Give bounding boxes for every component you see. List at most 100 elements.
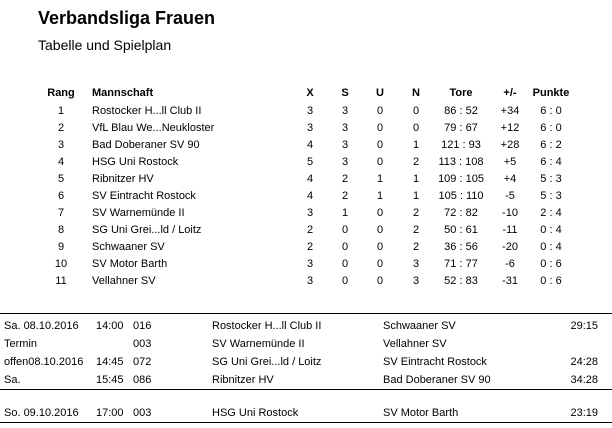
cell-punkte: 2 : 4 <box>540 207 562 219</box>
cell-rang: 7 <box>57 207 65 219</box>
cell-punkte: 0 : 4 <box>540 224 562 236</box>
cell-diff: +12 <box>500 122 520 134</box>
cell-team: SV Eintracht Rostock <box>92 190 196 202</box>
match-row: Sa. 15:45 086 Ribnitzer HV Bad Doberaner SV … <box>0 371 612 389</box>
cell-x: 4 <box>306 190 314 202</box>
cell-x: 2 <box>306 224 314 236</box>
match-away: SV Motor Barth <box>383 407 459 419</box>
cell-x: 3 <box>306 207 314 219</box>
cell-rang: 10 <box>54 258 68 270</box>
cell-u: 0 <box>376 224 384 236</box>
cell-team: SV Motor Barth <box>92 258 168 270</box>
cell-rang: 2 <box>57 122 65 134</box>
cell-n: 0 <box>412 122 420 134</box>
cell-u: 0 <box>376 105 384 117</box>
match-day: Termin <box>4 338 38 350</box>
divider-line <box>0 313 612 314</box>
match-no: 086 <box>133 374 152 386</box>
cell-s: 1 <box>341 207 349 219</box>
table-row: 6 SV Eintracht Rostock 4 2 1 1 105 : 110 -5 5 : … <box>0 188 612 205</box>
match-home: SG Uni Grei...ld / Loitz <box>212 356 322 368</box>
match-time: 14:00 <box>96 320 124 332</box>
cell-diff: +4 <box>503 173 517 185</box>
cell-s: 3 <box>341 139 349 151</box>
cell-punkte: 6 : 4 <box>540 156 562 168</box>
cell-s: 3 <box>341 122 349 134</box>
match-away: Bad Doberaner SV 90 <box>383 374 491 386</box>
cell-n: 2 <box>412 156 420 168</box>
cell-n: 1 <box>412 190 420 202</box>
cell-s: 2 <box>341 173 349 185</box>
cell-n: 0 <box>412 105 420 117</box>
col-header-u: U <box>376 87 384 99</box>
standings-body: 1 Rostocker H...ll Club II 3 3 0 0 86 : 52 +34 6… <box>0 103 612 290</box>
cell-diff: -11 <box>502 224 518 236</box>
match-time: 17:00 <box>96 407 124 419</box>
table-row: 4 HSG Uni Rostock 5 3 0 2 113 : 108 +5 6 : 4 <box>0 154 612 171</box>
table-row: 10 SV Motor Barth 3 0 0 3 71 : 77 -6 0 : 6 <box>0 256 612 273</box>
col-header-n: N <box>412 87 420 99</box>
cell-diff: -6 <box>505 258 515 270</box>
cell-x: 5 <box>306 156 314 168</box>
cell-x: 4 <box>306 139 314 151</box>
match-no: 003 <box>133 407 152 419</box>
table-row: 11 Vellahner SV 3 0 0 3 52 : 83 -31 0 : 6 <box>0 273 612 290</box>
cell-n: 1 <box>412 173 420 185</box>
cell-tore: 109 : 105 <box>438 173 484 185</box>
cell-diff: -10 <box>502 207 518 219</box>
cell-s: 0 <box>341 275 349 287</box>
cell-n: 3 <box>412 258 420 270</box>
table-row: 2 VfL Blau We...Neukloster 3 3 0 0 79 : 67 +12 6… <box>0 120 612 137</box>
cell-n: 1 <box>412 139 420 151</box>
match-score: 29:15 <box>570 320 598 332</box>
match-away: Vellahner SV <box>383 338 447 350</box>
col-header-punkte: Punkte <box>532 87 570 99</box>
cell-rang: 11 <box>55 275 67 287</box>
cell-u: 0 <box>376 122 384 134</box>
match-no: 072 <box>133 356 152 368</box>
schedule-group-1: Sa. 08.10.2016 14:00 016 Rostocker H...ll C… <box>0 317 612 389</box>
cell-tore: 121 : 93 <box>441 139 481 151</box>
divider-line <box>0 422 612 423</box>
match-day: So. 09.10.2016 <box>4 407 79 419</box>
match-row: Termin 003 SV Warnemünde II Vellahner SV <box>0 335 612 353</box>
cell-s: 2 <box>341 190 349 202</box>
match-home: HSG Uni Rostock <box>212 407 299 419</box>
cell-punkte: 0 : 6 <box>540 275 562 287</box>
table-row: 7 SV Warnemünde II 3 1 0 2 72 : 82 -10 2 : 4 <box>0 205 612 222</box>
standings-table: Rang Mannschaft X S U N Tore +/- Punkte … <box>0 85 612 290</box>
cell-tore: 72 : 82 <box>444 207 478 219</box>
match-day: Sa. <box>4 374 21 386</box>
match-score: 24:28 <box>570 356 598 368</box>
table-row: 8 SG Uni Grei...ld / Loitz 2 0 0 2 50 : 61 -11 0… <box>0 222 612 239</box>
match-score: 34:28 <box>570 374 598 386</box>
match-no: 016 <box>133 320 152 332</box>
table-row: 5 Ribnitzer HV 4 2 1 1 109 : 105 +4 5 : 3 <box>0 171 612 188</box>
cell-team: SG Uni Grei...ld / Loitz <box>92 224 202 236</box>
cell-rang: 3 <box>57 139 65 151</box>
col-header-tore: Tore <box>449 87 473 99</box>
match-score: 23:19 <box>570 407 598 419</box>
cell-team: Bad Doberaner SV 90 <box>92 139 200 151</box>
cell-diff: +28 <box>500 139 520 151</box>
match-home: Rostocker H...ll Club II <box>212 320 322 332</box>
table-row: 9 Schwaaner SV 2 0 0 2 36 : 56 -20 0 : 4 <box>0 239 612 256</box>
cell-team: VfL Blau We...Neukloster <box>92 122 215 134</box>
cell-diff: +5 <box>503 156 517 168</box>
cell-x: 3 <box>306 275 314 287</box>
schedule-list: Sa. 08.10.2016 14:00 016 Rostocker H...ll C… <box>0 317 612 419</box>
match-row: Sa. 08.10.2016 14:00 016 Rostocker H...ll C… <box>0 317 612 335</box>
match-away: SV Eintracht Rostock <box>383 356 487 368</box>
cell-x: 3 <box>306 105 314 117</box>
cell-tore: 52 : 83 <box>444 275 478 287</box>
cell-rang: 5 <box>57 173 65 185</box>
cell-tore: 36 : 56 <box>444 241 478 253</box>
cell-punkte: 6 : 2 <box>540 139 562 151</box>
cell-punkte: 6 : 0 <box>540 105 562 117</box>
match-away: Schwaaner SV <box>383 320 456 332</box>
cell-s: 0 <box>341 224 349 236</box>
cell-rang: 6 <box>57 190 65 202</box>
cell-tore: 79 : 67 <box>444 122 478 134</box>
cell-punkte: 0 : 4 <box>540 241 562 253</box>
match-row: offen08.10.2016 14:45 072 SG Uni Grei...ld … <box>0 353 612 371</box>
